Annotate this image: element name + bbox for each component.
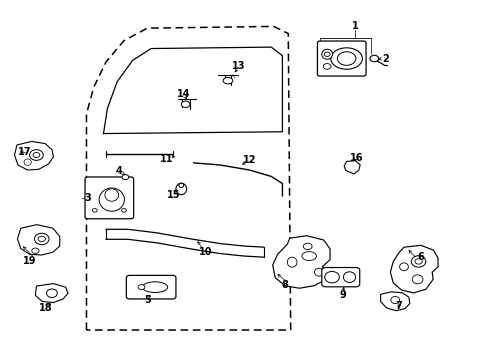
Ellipse shape (343, 272, 355, 283)
Polygon shape (389, 246, 437, 293)
Text: 7: 7 (395, 301, 402, 311)
Ellipse shape (223, 77, 232, 84)
Polygon shape (344, 161, 360, 174)
Polygon shape (18, 225, 60, 255)
Text: 16: 16 (349, 153, 362, 163)
Ellipse shape (142, 282, 167, 293)
Ellipse shape (314, 268, 323, 276)
Text: 18: 18 (39, 303, 53, 313)
Text: 12: 12 (242, 156, 256, 165)
Ellipse shape (30, 150, 43, 160)
Ellipse shape (176, 183, 186, 195)
FancyBboxPatch shape (317, 41, 366, 76)
Text: 9: 9 (339, 290, 346, 300)
Ellipse shape (390, 296, 399, 303)
Ellipse shape (414, 259, 421, 264)
Ellipse shape (46, 289, 57, 297)
Ellipse shape (92, 208, 97, 212)
Ellipse shape (179, 183, 183, 188)
Text: 1: 1 (351, 21, 358, 31)
Text: 3: 3 (84, 193, 91, 203)
FancyBboxPatch shape (85, 177, 133, 219)
Ellipse shape (138, 285, 144, 290)
Text: 8: 8 (281, 280, 287, 291)
Ellipse shape (321, 49, 332, 59)
Polygon shape (15, 141, 53, 170)
Ellipse shape (122, 175, 128, 180)
Ellipse shape (32, 248, 39, 253)
Ellipse shape (324, 271, 339, 283)
Text: 14: 14 (177, 89, 190, 99)
Ellipse shape (33, 153, 40, 157)
Polygon shape (380, 292, 409, 311)
Ellipse shape (323, 64, 330, 69)
Ellipse shape (38, 236, 45, 242)
Ellipse shape (303, 243, 311, 249)
Polygon shape (272, 236, 329, 288)
Text: 5: 5 (143, 295, 150, 305)
Ellipse shape (324, 52, 329, 57)
Text: 10: 10 (199, 247, 212, 257)
Ellipse shape (410, 256, 425, 267)
Ellipse shape (369, 55, 378, 62)
Text: 17: 17 (18, 147, 31, 157)
Ellipse shape (337, 52, 355, 65)
Text: 2: 2 (381, 54, 388, 64)
Ellipse shape (34, 233, 49, 245)
Text: 13: 13 (231, 61, 245, 71)
Ellipse shape (330, 48, 362, 69)
Ellipse shape (411, 275, 422, 284)
Ellipse shape (105, 189, 118, 201)
Ellipse shape (399, 263, 407, 271)
Text: 11: 11 (160, 154, 173, 164)
Ellipse shape (181, 101, 190, 108)
Ellipse shape (99, 188, 124, 211)
Polygon shape (35, 284, 68, 302)
FancyBboxPatch shape (321, 267, 359, 287)
Ellipse shape (24, 159, 31, 165)
Ellipse shape (287, 257, 296, 267)
FancyBboxPatch shape (126, 275, 176, 299)
Ellipse shape (121, 208, 126, 212)
Ellipse shape (301, 252, 316, 261)
Text: 6: 6 (416, 252, 423, 262)
Text: 15: 15 (167, 190, 181, 200)
Text: 19: 19 (23, 256, 36, 266)
Text: 4: 4 (116, 166, 122, 176)
